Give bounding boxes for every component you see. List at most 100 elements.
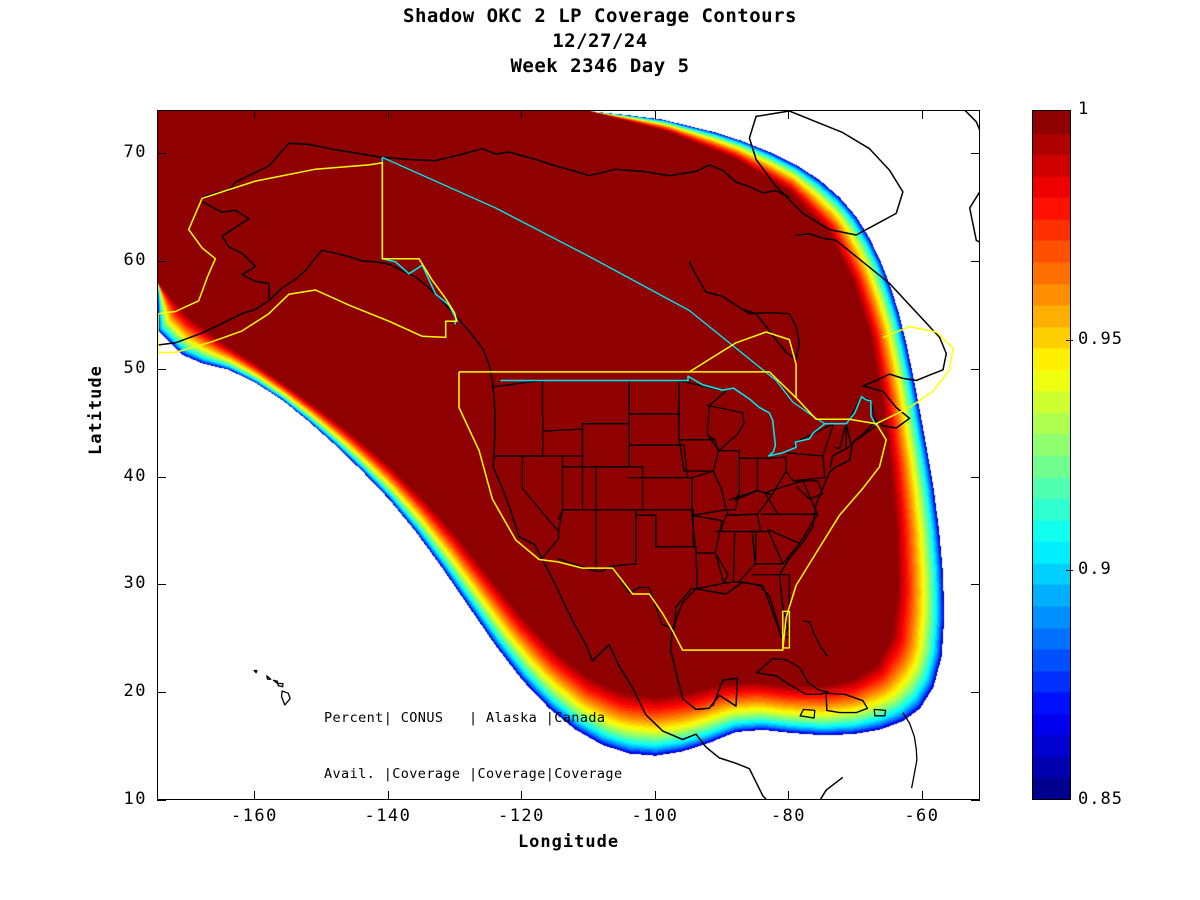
x-axis-tick	[254, 110, 256, 119]
y-axis-tick	[971, 476, 980, 478]
state-boundary	[691, 470, 727, 516]
colorbar-tick-label: 0.95	[1078, 329, 1123, 349]
coastline-puerto-rico	[873, 708, 887, 717]
state-boundary	[562, 466, 584, 511]
y-axis-tick	[971, 800, 980, 801]
state-boundary	[549, 379, 630, 429]
y-axis-tick-label: 10	[123, 789, 147, 809]
y-axis-tick-label: 60	[123, 249, 147, 270]
x-axis-tick-label: -80	[770, 806, 807, 826]
state-boundary	[793, 423, 835, 457]
map-plot-area: Percent| CONUS | Alaska |Canada Avail. |…	[157, 110, 980, 800]
coastline-jamaica	[799, 708, 816, 719]
coastline-kauai	[253, 669, 258, 674]
state-boundary	[629, 444, 688, 479]
map-overlay-vectors	[158, 111, 979, 799]
coastline-hudson-bay	[688, 261, 801, 360]
coastline-maui	[277, 682, 284, 688]
x-axis-tick	[654, 110, 656, 119]
coastline-greenland	[964, 111, 979, 243]
colorbar-tick-label: 0.9	[1078, 559, 1112, 579]
y-axis-tick	[971, 153, 980, 155]
state-boundary	[491, 379, 544, 457]
service-volume-conus	[458, 371, 887, 651]
x-axis-tick	[788, 110, 790, 119]
state-boundary	[611, 514, 698, 631]
service-volume-canada-east	[875, 325, 954, 425]
state-boundary	[522, 455, 564, 520]
service-volume-canada-south	[688, 331, 797, 398]
y-axis-tick-label: 40	[123, 465, 147, 486]
state-boundary	[581, 423, 630, 468]
coastline-oahu	[266, 675, 272, 680]
y-axis-tick	[971, 260, 980, 262]
x-axis-tick-label: -120	[497, 806, 545, 826]
state-boundary	[542, 428, 584, 457]
state-boundary	[764, 480, 819, 515]
x-axis-tick	[521, 110, 523, 119]
x-axis-tick	[387, 110, 389, 119]
state-boundary	[712, 449, 741, 511]
y-axis-tick	[157, 260, 166, 262]
state-boundary	[738, 573, 791, 638]
x-axis-tick	[254, 791, 256, 800]
y-axis-tick	[971, 368, 980, 370]
coastline-west	[158, 249, 844, 799]
y-axis-tick	[157, 368, 166, 370]
title-line-2: 12/27/24	[552, 30, 648, 52]
coastline-hawaii	[280, 690, 291, 706]
state-boundary	[556, 509, 597, 573]
state-boundary	[629, 413, 680, 446]
coastline-hispaniola	[825, 692, 869, 714]
page-title: Shadow OKC 2 LP Coverage Contours 12/27/…	[0, 4, 1200, 79]
y-axis-tick-label: 50	[123, 357, 147, 378]
state-boundary	[833, 423, 847, 450]
x-axis-tick	[387, 791, 389, 800]
state-boundary	[845, 423, 852, 450]
x-axis-tick-label: -60	[904, 806, 940, 826]
coastline-cuba	[756, 658, 829, 695]
state-boundary	[757, 456, 787, 496]
y-axis-tick	[157, 692, 166, 694]
coverage-stats-table: Percent| CONUS | Alaska |Canada Avail. |…	[324, 672, 640, 799]
state-boundary	[493, 455, 560, 559]
y-axis-tick-label: 20	[123, 681, 147, 702]
state-boundary	[628, 379, 680, 415]
x-axis-tick	[788, 791, 790, 800]
title-line-1: Shadow OKC 2 LP Coverage Contours	[403, 5, 797, 27]
y-axis-tick	[157, 153, 166, 155]
y-axis-title: Latitude	[86, 365, 106, 455]
state-boundary	[785, 452, 826, 482]
state-boundary	[595, 509, 637, 573]
state-boundary	[595, 466, 644, 511]
coastline-arctic	[201, 142, 790, 199]
x-axis-tick	[921, 110, 923, 119]
canada-border-west	[381, 157, 457, 325]
x-axis-tick	[921, 791, 923, 800]
coverage-contour-canvas	[158, 111, 979, 799]
x-axis-tick-label: -140	[364, 806, 412, 826]
colorbar-gradient	[1032, 110, 1071, 800]
service-volume-florida-box	[782, 610, 791, 649]
x-axis-tick	[521, 791, 523, 800]
coastline-bering	[201, 200, 270, 299]
colorbar-tick	[1066, 340, 1073, 341]
state-boundary	[642, 476, 693, 511]
state-boundary	[751, 530, 784, 565]
colorbar-tick-label: 1	[1078, 99, 1090, 119]
y-axis-tick	[157, 476, 166, 478]
x-axis-tick	[654, 791, 656, 800]
state-boundary	[767, 528, 801, 565]
y-axis-tick	[157, 584, 166, 586]
y-axis-tick	[971, 584, 980, 586]
title-line-3: Week 2346 Day 5	[510, 55, 690, 77]
x-axis-title: Longitude	[517, 832, 620, 852]
state-boundary	[760, 513, 819, 544]
y-axis-tick-label: 70	[123, 142, 147, 163]
coastline-bahamas	[802, 620, 829, 657]
state-boundary	[706, 404, 745, 452]
state-boundary	[725, 489, 773, 516]
colorbar-tick	[1066, 570, 1073, 571]
y-axis-tick	[971, 692, 980, 694]
x-axis-tick-label: -100	[631, 806, 679, 826]
